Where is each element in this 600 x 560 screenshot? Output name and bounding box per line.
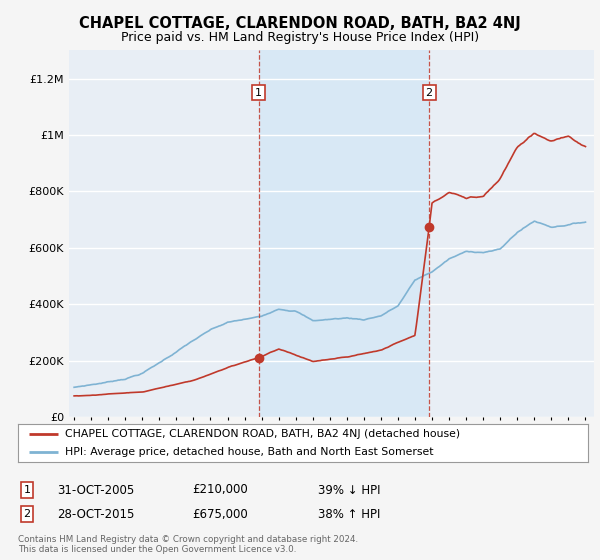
- Text: £210,000: £210,000: [192, 483, 248, 497]
- Text: £675,000: £675,000: [192, 507, 248, 521]
- Text: HPI: Average price, detached house, Bath and North East Somerset: HPI: Average price, detached house, Bath…: [65, 447, 433, 457]
- Text: Contains HM Land Registry data © Crown copyright and database right 2024.: Contains HM Land Registry data © Crown c…: [18, 535, 358, 544]
- Text: 2: 2: [425, 87, 433, 97]
- Text: CHAPEL COTTAGE, CLARENDON ROAD, BATH, BA2 4NJ (detached house): CHAPEL COTTAGE, CLARENDON ROAD, BATH, BA…: [65, 429, 460, 439]
- Text: 1: 1: [23, 485, 31, 495]
- Text: 39% ↓ HPI: 39% ↓ HPI: [318, 483, 380, 497]
- Text: 31-OCT-2005: 31-OCT-2005: [57, 483, 134, 497]
- Text: 2: 2: [23, 509, 31, 519]
- Bar: [259, 50, 429, 417]
- Text: 28-OCT-2015: 28-OCT-2015: [57, 507, 134, 521]
- Text: This data is licensed under the Open Government Licence v3.0.: This data is licensed under the Open Gov…: [18, 545, 296, 554]
- Text: CHAPEL COTTAGE, CLARENDON ROAD, BATH, BA2 4NJ: CHAPEL COTTAGE, CLARENDON ROAD, BATH, BA…: [79, 16, 521, 31]
- Text: 38% ↑ HPI: 38% ↑ HPI: [318, 507, 380, 521]
- Text: Price paid vs. HM Land Registry's House Price Index (HPI): Price paid vs. HM Land Registry's House …: [121, 31, 479, 44]
- Text: 1: 1: [255, 87, 262, 97]
